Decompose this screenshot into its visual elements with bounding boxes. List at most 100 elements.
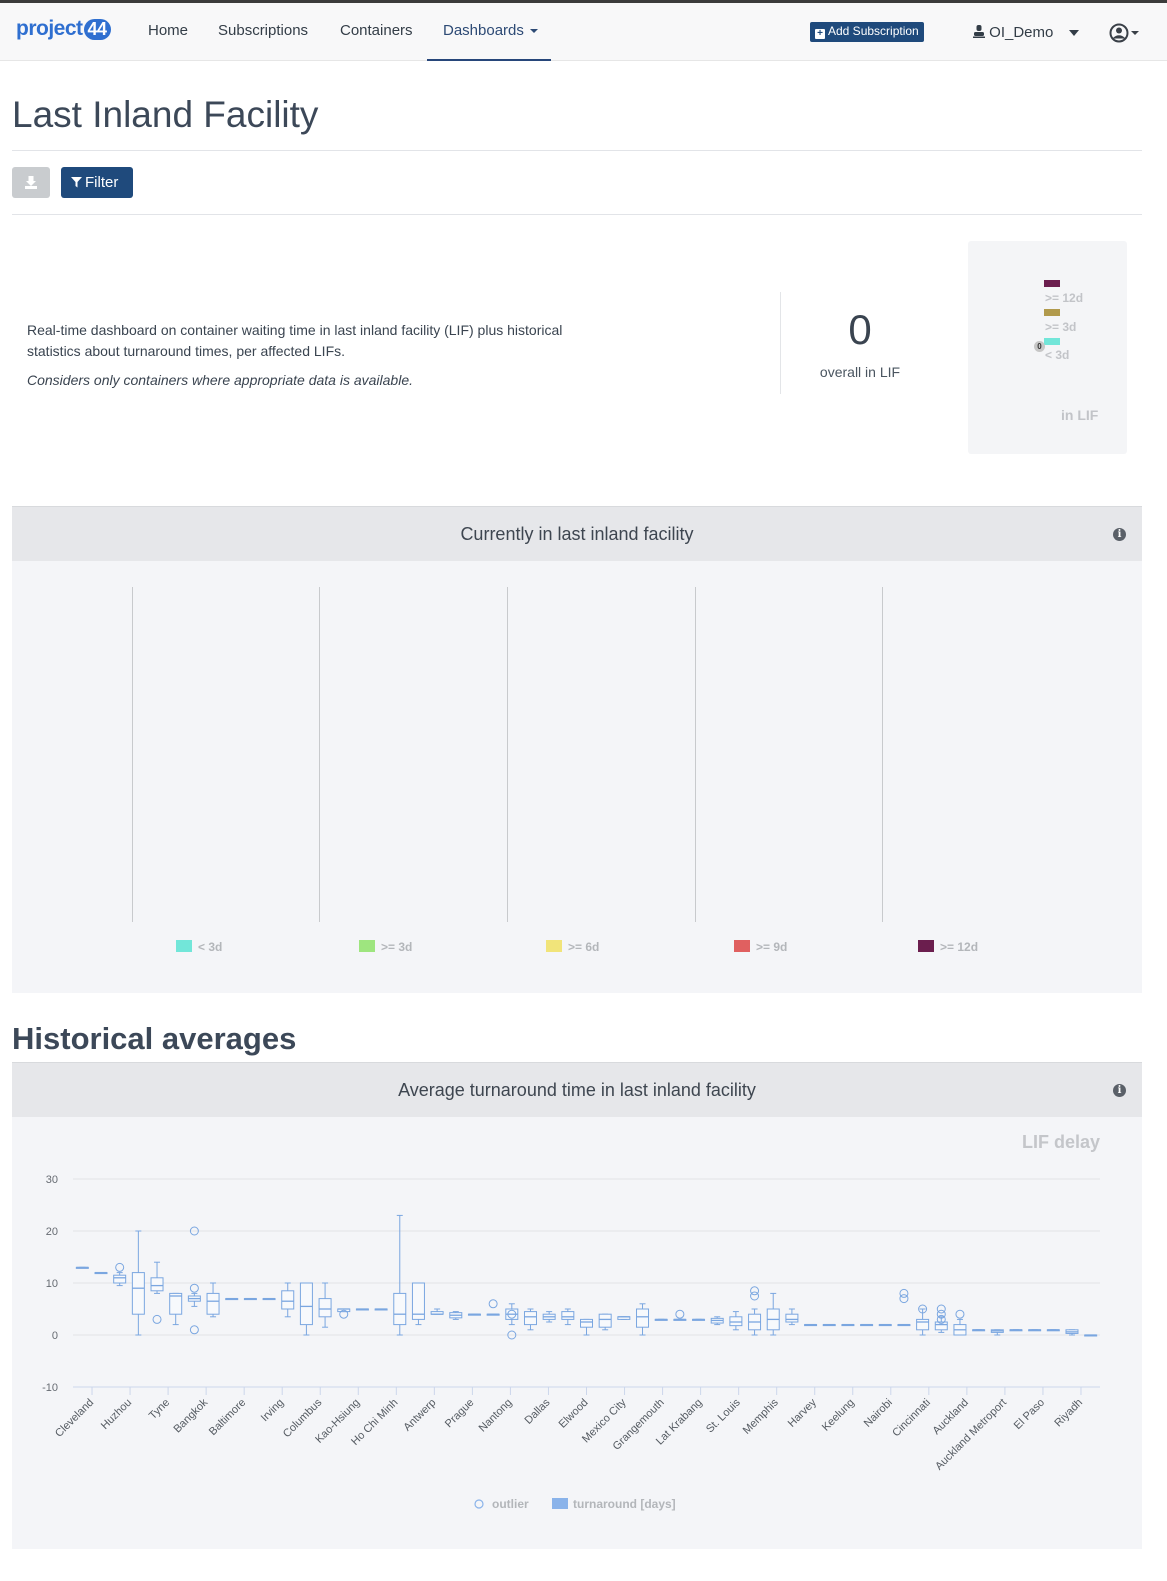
box-item[interactable] xyxy=(860,1323,874,1327)
add-subscription-button[interactable]: + Add Subscription xyxy=(810,22,924,42)
outlier-point[interactable] xyxy=(152,1314,162,1324)
box xyxy=(916,1318,930,1331)
outlier-point[interactable] xyxy=(189,1283,199,1293)
box xyxy=(561,1311,575,1320)
box-item[interactable] xyxy=(785,1308,799,1326)
box-item[interactable] xyxy=(281,1282,295,1318)
box-item[interactable] xyxy=(1065,1329,1079,1336)
box-item[interactable] xyxy=(710,1316,724,1326)
box-item[interactable] xyxy=(972,1329,986,1332)
box-item[interactable] xyxy=(150,1261,164,1294)
box-item[interactable] xyxy=(636,1303,650,1336)
box-item[interactable] xyxy=(654,1318,668,1321)
box-item[interactable] xyxy=(206,1282,220,1318)
outlier-point[interactable] xyxy=(899,1294,909,1304)
box-item[interactable] xyxy=(187,1292,201,1307)
box xyxy=(393,1292,407,1326)
box-item[interactable] xyxy=(692,1318,706,1321)
legend-label-lt3d: < 3d xyxy=(198,940,222,954)
box-item[interactable] xyxy=(225,1297,239,1301)
box-item[interactable] xyxy=(523,1308,537,1331)
box xyxy=(523,1311,537,1326)
outlier-point[interactable] xyxy=(936,1304,946,1314)
nav-home[interactable]: Home xyxy=(148,22,189,39)
outlier-point[interactable] xyxy=(488,1299,498,1309)
box-item[interactable] xyxy=(75,1266,89,1269)
box-item[interactable] xyxy=(411,1282,425,1326)
outlier-point[interactable] xyxy=(189,1226,199,1236)
box-item[interactable] xyxy=(169,1292,183,1326)
x-tick-label: Bangkok xyxy=(171,1396,210,1435)
box-item[interactable] xyxy=(393,1214,407,1336)
box-item[interactable] xyxy=(953,1318,967,1336)
box-item[interactable] xyxy=(598,1313,612,1331)
top-border xyxy=(0,0,1167,3)
outlier-point[interactable] xyxy=(899,1288,909,1298)
box-item[interactable] xyxy=(243,1297,257,1301)
box-item[interactable] xyxy=(729,1311,743,1331)
outlier-point[interactable] xyxy=(189,1325,199,1335)
box-item[interactable] xyxy=(1009,1329,1023,1332)
outlier-point[interactable] xyxy=(115,1262,125,1272)
legend-label-12d: >= 12d xyxy=(940,940,978,954)
box-item[interactable] xyxy=(542,1311,556,1323)
outlier-point[interactable] xyxy=(936,1309,946,1319)
vertical-divider xyxy=(780,292,781,394)
box-item[interactable] xyxy=(822,1323,836,1327)
box-item[interactable] xyxy=(804,1323,818,1327)
outlier-point[interactable] xyxy=(675,1309,685,1319)
account-menu[interactable] xyxy=(1109,23,1141,48)
dashboard-note: Considers only containers where appropri… xyxy=(27,372,413,388)
box-item[interactable] xyxy=(374,1308,388,1311)
box-item[interactable] xyxy=(1046,1329,1060,1332)
box-item[interactable] xyxy=(673,1318,687,1321)
current-panel-header: Currently in last inland facility i xyxy=(12,506,1142,561)
outlier-point[interactable] xyxy=(507,1330,517,1340)
box-item[interactable] xyxy=(841,1323,855,1327)
box-item[interactable] xyxy=(766,1292,780,1336)
box-item[interactable] xyxy=(113,1272,127,1287)
legend-swatch-9d xyxy=(734,940,750,952)
section-title: Historical averages xyxy=(12,1021,297,1056)
box-item[interactable] xyxy=(934,1316,948,1333)
legend-turnaround-swatch xyxy=(552,1498,568,1509)
box-item[interactable] xyxy=(449,1311,463,1320)
outlier-point[interactable] xyxy=(507,1309,517,1319)
outlier-point[interactable] xyxy=(955,1309,965,1319)
nav-containers[interactable]: Containers xyxy=(340,22,413,39)
info-icon[interactable]: i xyxy=(1113,528,1126,541)
legend-swatch-12d xyxy=(918,940,934,952)
download-button[interactable] xyxy=(12,167,50,198)
navbar: project 44 Home Subscriptions Containers … xyxy=(0,3,1167,61)
user-menu[interactable]: OI_Demo xyxy=(973,24,1080,41)
box-item[interactable] xyxy=(355,1308,369,1311)
outlier-point[interactable] xyxy=(936,1314,946,1324)
box-item[interactable] xyxy=(299,1282,313,1336)
box-item[interactable] xyxy=(1084,1334,1098,1337)
box-item[interactable] xyxy=(262,1297,276,1301)
box-item[interactable] xyxy=(1028,1329,1042,1332)
box-item[interactable] xyxy=(486,1313,500,1316)
outlier-point[interactable] xyxy=(918,1304,928,1314)
box-item[interactable] xyxy=(131,1230,145,1336)
logo[interactable]: project 44 xyxy=(16,17,111,41)
box-item[interactable] xyxy=(580,1318,593,1336)
nav-subscriptions[interactable]: Subscriptions xyxy=(218,22,309,39)
outlier-point[interactable] xyxy=(750,1291,760,1301)
box-item[interactable] xyxy=(990,1329,1004,1336)
box-item[interactable] xyxy=(561,1308,575,1326)
info-icon[interactable]: i xyxy=(1113,1084,1126,1097)
box-item[interactable] xyxy=(430,1308,444,1315)
box-item[interactable] xyxy=(897,1323,911,1327)
box-item[interactable] xyxy=(748,1308,762,1336)
filter-button[interactable]: Filter xyxy=(61,167,133,198)
box-item[interactable] xyxy=(916,1308,930,1336)
box-item[interactable] xyxy=(467,1313,481,1316)
box-item[interactable] xyxy=(318,1282,332,1328)
outlier-point[interactable] xyxy=(750,1286,760,1296)
box-item[interactable] xyxy=(878,1323,892,1327)
nav-dashboards[interactable]: Dashboards xyxy=(443,22,538,39)
outlier-point[interactable] xyxy=(339,1309,349,1319)
box-item[interactable] xyxy=(94,1271,108,1275)
box-item[interactable] xyxy=(617,1316,631,1320)
